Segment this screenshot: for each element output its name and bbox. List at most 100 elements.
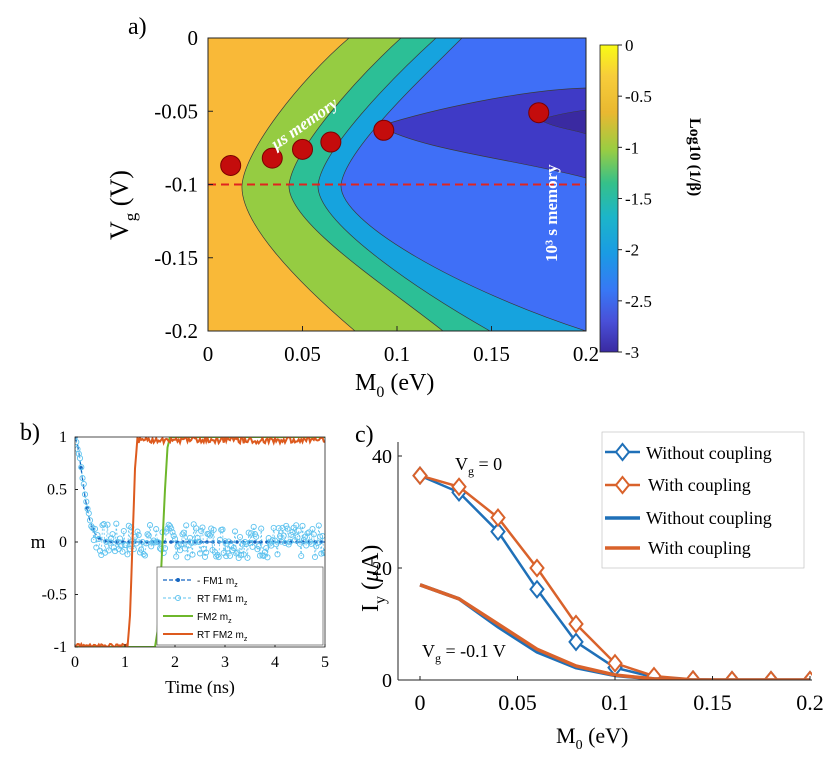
memory-marker-0 — [220, 154, 242, 176]
legend-box — [601, 431, 805, 569]
rt-fm1-point-123 — [225, 538, 232, 545]
rt-fm1-point-181 — [298, 552, 305, 560]
colorbar-tick-label-2: -1 — [625, 138, 639, 157]
rt-fm1-point-141 — [248, 530, 255, 537]
rt-fm1-point-85 — [178, 541, 185, 548]
rt-fm1-point-121 — [223, 553, 230, 560]
rt-fm1-point-164 — [276, 533, 284, 540]
rt-fm1-point-191 — [310, 531, 317, 538]
panel-b-legend: - FM1 mz RT FM1 mz FM2 mz RT FM2 mz — [156, 566, 324, 646]
rt-fm1-point-165 — [278, 538, 285, 545]
rt-fm1-point-17 — [93, 544, 100, 551]
colorbar-tick-label-0: 0 — [625, 36, 634, 55]
rt-fm1-point-179 — [295, 527, 302, 534]
rt-fm1-point-90 — [184, 554, 191, 561]
c-ytick-label-0: 0 — [382, 670, 392, 692]
rt-fm1-point-104 — [201, 553, 209, 560]
fm1-point — [265, 540, 269, 544]
rt-fm1-point-174 — [289, 528, 296, 536]
rt-fm1-point-128 — [231, 528, 239, 535]
annotation-1000s-memory: 10³ s memory — [542, 164, 561, 262]
rt-fm1-point-149 — [258, 525, 265, 532]
rt-fm1-point-41 — [123, 542, 130, 549]
rt-fm1-point-173 — [288, 531, 295, 538]
rt-fm1-point-98 — [194, 534, 201, 541]
colorbar-tick-label-3: -1.5 — [625, 190, 652, 209]
rt-fm1-point-11 — [85, 510, 92, 517]
colorbar-tick-label-5: -2.5 — [625, 292, 652, 311]
diamond-marker-1-0 — [412, 466, 428, 486]
rt-fm1-point-169 — [283, 522, 290, 529]
series-line-rt-fm2 — [75, 437, 325, 647]
rt-fm1-point-20 — [96, 547, 104, 554]
fm1-point — [79, 465, 83, 470]
diamond-marker-1-9 — [763, 670, 779, 680]
diamond-marker-0-3 — [529, 579, 545, 599]
rt-fm1-point-61 — [148, 543, 155, 550]
legend-marker-rt-fm1 — [175, 595, 181, 601]
annotation-vg-0: Vg = 0 — [455, 454, 502, 478]
panel-a-label: a) — [128, 14, 147, 40]
rt-fm1-point-86 — [179, 531, 186, 538]
rt-fm1-point-77 — [168, 525, 175, 532]
panel-b-label: b) — [20, 420, 40, 446]
fm1-point — [163, 540, 167, 544]
rt-fm1-point-33 — [113, 520, 120, 527]
diamond-marker-0-2 — [490, 522, 506, 542]
rt-fm1-point-99 — [195, 538, 202, 545]
rt-fm1-point-25 — [103, 538, 110, 545]
annotation-vg-minus-0.1: Vg = -0.1 V — [422, 641, 506, 665]
rt-fm1-point-124 — [226, 552, 234, 559]
diamond-marker-1-8 — [724, 670, 740, 680]
panel-a-x-axis-label: M0 (eV) — [355, 370, 434, 401]
panel-a-contour-plot: a) 0 0.05 0.1 0.15 0.2 0 -0.05 -0.1 -0.15 -0.2 M… — [105, 14, 703, 401]
b-ytick-label-0: 1 — [59, 429, 67, 446]
diamond-marker-1-5 — [607, 653, 623, 673]
a-ytick-label-4: -0.2 — [165, 319, 198, 343]
rt-fm1-point-153 — [263, 544, 270, 552]
rt-fm1-point-132 — [236, 533, 244, 541]
panel-b-y-axis-label: m — [31, 532, 46, 553]
memory-marker-2 — [292, 138, 313, 160]
rt-fm1-point-39 — [120, 527, 127, 535]
rt-fm1-point-88 — [181, 545, 189, 552]
b-xtick-label-0: 0 — [71, 654, 79, 671]
b-xtick-label-3: 3 — [221, 654, 229, 671]
rt-fm1-point-135 — [240, 551, 247, 558]
rt-fm1-point-1 — [75, 438, 80, 446]
rt-fm1-point-38 — [119, 548, 126, 555]
rt-fm1-point-142 — [249, 543, 256, 550]
rt-fm1-point-120 — [221, 538, 229, 545]
rt-fm1-point-67 — [155, 539, 162, 546]
diamond-marker-1-4 — [568, 614, 584, 634]
rt-fm1-point-147 — [255, 543, 262, 550]
panel-c-y-axis-label: Iy (μA) — [358, 545, 389, 612]
c-xtick-label-2: 0.1 — [601, 690, 629, 715]
diamond-marker-1-7 — [685, 669, 701, 680]
rt-fm1-point-29 — [108, 535, 115, 542]
rt-fm1-point-12 — [86, 517, 94, 524]
rt-fm1-point-195 — [315, 522, 322, 529]
rt-fm1-point-137 — [243, 541, 250, 548]
diamond-marker-1-3 — [529, 558, 545, 578]
panel-b-x-ticks: 0 1 2 3 4 5 — [71, 644, 329, 671]
c-ytick-label-1: 20 — [372, 558, 392, 580]
rt-fm1-point-182 — [299, 522, 306, 529]
rt-fm1-point-28 — [106, 539, 114, 546]
rt-fm1-point-64 — [151, 539, 159, 546]
rt-fm1-point-115 — [215, 554, 222, 561]
memory-marker-5 — [528, 102, 550, 124]
legend-marker-fm1 — [176, 578, 180, 582]
a-xtick-label-4: 0.2 — [573, 342, 599, 366]
panel-c-series — [412, 466, 812, 680]
rt-fm1-point-54 — [139, 538, 146, 546]
rt-fm1-point-198 — [319, 532, 325, 540]
panel-c-x-axis-label: M0 (eV) — [556, 723, 628, 753]
rt-fm1-point-152 — [261, 548, 269, 556]
rt-fm1-point-52 — [136, 549, 144, 556]
rt-fm1-point-78 — [169, 529, 176, 536]
c-ytick-label-2: 40 — [372, 446, 392, 468]
rt-fm1-point-49 — [133, 540, 140, 547]
rt-fm1-point-183 — [300, 536, 307, 544]
legend-label-fm1: - FM1 mz — [197, 576, 238, 589]
